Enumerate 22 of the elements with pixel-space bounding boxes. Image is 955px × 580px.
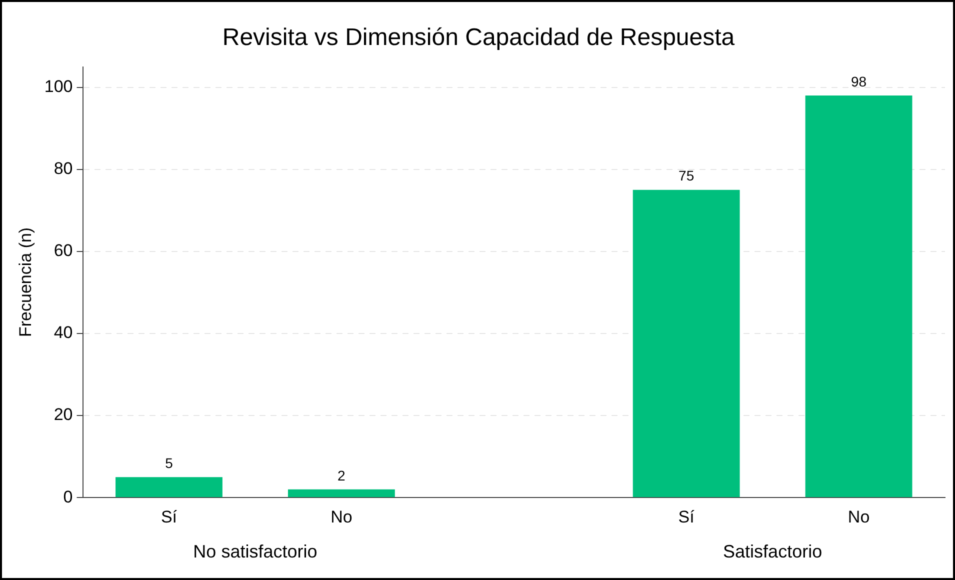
y-tick-label: 20 xyxy=(54,405,73,424)
bar xyxy=(116,477,222,498)
text: Satisfactorio xyxy=(723,542,822,562)
data-label: 2 xyxy=(338,467,346,484)
bar xyxy=(805,96,912,498)
x-tick-label: No xyxy=(848,507,870,526)
y-tick-label: 60 xyxy=(54,241,73,260)
y-tick-label: 100 xyxy=(44,77,73,96)
bar xyxy=(288,489,395,498)
x-tick-label: Sí xyxy=(160,507,178,526)
y-tick-label: 80 xyxy=(54,159,73,178)
data-label: 98 xyxy=(850,73,867,90)
bar xyxy=(632,190,740,498)
x-tick-label: Sí xyxy=(678,507,695,526)
y-tick-label: 40 xyxy=(54,323,73,342)
data-label: 75 xyxy=(678,168,694,184)
y-axis-title: Frecuencia (n) xyxy=(16,227,35,338)
x-tick-label: No xyxy=(330,507,352,526)
text: No satisfactorio xyxy=(193,542,318,562)
chart-title: Revisita vs Dimensión Capacidad de Respuesta xyxy=(222,24,736,52)
data-label: 5 xyxy=(165,454,174,471)
y-tick-label: 0 xyxy=(63,487,73,506)
